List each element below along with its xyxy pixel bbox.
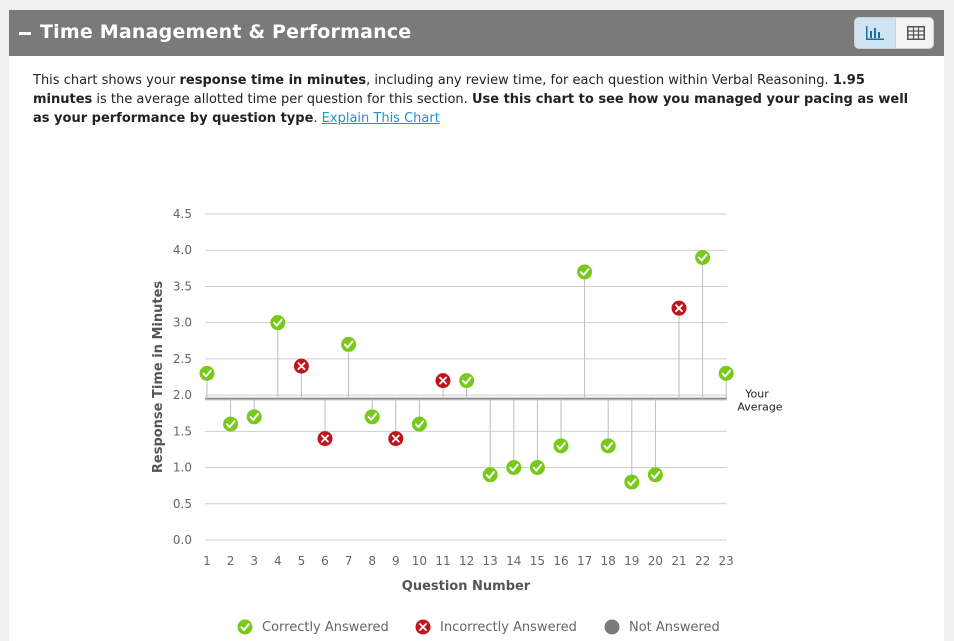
data-point-q18[interactable]	[600, 438, 616, 454]
data-point-q6[interactable]	[317, 431, 333, 447]
x-tick-label: 17	[577, 554, 592, 568]
y-tick-label: 1.0	[173, 461, 192, 475]
legend-label: Incorrectly Answered	[440, 619, 577, 635]
x-tick-label: 21	[671, 554, 686, 568]
data-point-q8[interactable]	[364, 409, 380, 425]
data-point-q11[interactable]	[435, 373, 451, 389]
x-tick-label: 7	[345, 554, 353, 568]
x-tick-label: 3	[250, 554, 258, 568]
y-tick-label: 3.5	[173, 279, 192, 293]
data-point-q23[interactable]	[718, 365, 734, 381]
data-point-q2[interactable]	[223, 416, 239, 432]
chart-description: This chart shows your response time in m…	[33, 71, 923, 128]
x-tick-label: 14	[506, 554, 521, 568]
explain-chart-link[interactable]: Explain This Chart	[321, 111, 440, 126]
data-point-q10[interactable]	[411, 416, 427, 432]
data-point-q19[interactable]	[624, 474, 640, 490]
data-point-q4[interactable]	[270, 315, 286, 331]
x-tick-label: 5	[298, 554, 306, 568]
y-axis-title: Response Time in Minutes	[151, 281, 166, 474]
data-point-q17[interactable]	[577, 264, 593, 280]
data-point-q7[interactable]	[341, 336, 357, 352]
data-point-q16[interactable]	[553, 438, 569, 454]
data-point-q9[interactable]	[388, 431, 404, 447]
x-tick-label: 13	[483, 554, 498, 568]
data-point-q1[interactable]	[199, 365, 215, 381]
y-tick-label: 3.0	[173, 316, 192, 330]
x-tick-label: 2	[227, 554, 235, 568]
x-tick-label: 9	[392, 554, 400, 568]
data-point-q14[interactable]	[506, 460, 522, 476]
y-tick-label: 0.0	[173, 533, 192, 547]
legend-label: Not Answered	[629, 619, 720, 635]
x-tick-label: 20	[648, 554, 663, 568]
average-label: Your	[744, 388, 769, 401]
x-tick-label: 23	[719, 554, 734, 568]
legend-label: Correctly Answered	[262, 619, 389, 635]
y-tick-label: 1.5	[173, 424, 192, 438]
panel-header: Time Management & Performance	[9, 10, 944, 56]
chart-view-button[interactable]	[855, 18, 895, 48]
x-tick-label: 4	[274, 554, 282, 568]
x-tick-label: 12	[459, 554, 474, 568]
table-view-button[interactable]	[895, 18, 933, 48]
y-tick-label: 2.0	[173, 388, 192, 402]
data-point-q12[interactable]	[459, 373, 475, 389]
data-point-q21[interactable]	[671, 300, 687, 316]
correct-icon	[237, 619, 253, 635]
x-axis-title: Question Number	[402, 579, 531, 594]
description-text: , including any review time, for each qu…	[366, 73, 833, 88]
view-toggle	[854, 17, 934, 49]
description-text: This chart shows your	[33, 73, 180, 88]
data-point-q3[interactable]	[246, 409, 262, 425]
legend-item-correct: Correctly Answered	[236, 618, 389, 636]
y-tick-label: 4.0	[173, 243, 192, 257]
description-bold-text: Use this chart to see how you managed yo…	[33, 92, 909, 126]
average-label: Average	[737, 401, 782, 414]
incorrect-icon	[415, 619, 431, 635]
x-tick-label: 6	[321, 554, 329, 568]
table-grid-icon	[907, 26, 925, 40]
description-text: is the average allotted time per questio…	[92, 92, 472, 107]
data-point-q22[interactable]	[695, 249, 711, 265]
x-tick-label: 15	[530, 554, 545, 568]
data-point-q15[interactable]	[529, 460, 545, 476]
response-time-chart: 0.0 0.5 1.0 1.5 2.0 2.5 3.0 3.5 4.0 4.5 YourAverag…	[151, 207, 783, 594]
x-tick-label: 19	[624, 554, 639, 568]
x-tick-label: 10	[412, 554, 427, 568]
x-tick-label: 22	[695, 554, 710, 568]
legend-item-not-answered: Not Answered	[603, 618, 720, 636]
description-bold-text: response time in minutes	[179, 73, 367, 88]
data-point-q20[interactable]	[647, 467, 663, 483]
x-tick-label: 11	[435, 554, 450, 568]
data-point-q13[interactable]	[482, 467, 498, 483]
data-point-q5[interactable]	[293, 358, 309, 374]
y-tick-label: 2.5	[173, 352, 192, 366]
time-management-panel: Time Management & Performance	[9, 10, 944, 641]
chart-legend: Correctly Answered Incorrectly Answered No…	[9, 618, 944, 640]
y-tick-label: 4.5	[173, 207, 192, 221]
x-tick-label: 18	[601, 554, 616, 568]
x-tick-label: 16	[553, 554, 568, 568]
x-tick-label: 1	[203, 554, 211, 568]
collapse-icon[interactable]	[19, 32, 31, 35]
x-tick-label: 8	[368, 554, 376, 568]
description-text: .	[313, 111, 322, 126]
y-tick-label: 0.5	[173, 497, 192, 511]
panel-title: Time Management & Performance	[40, 21, 412, 43]
not-answered-icon	[604, 619, 620, 635]
average-allotted-time: 1.95 minutes	[33, 73, 865, 107]
bar-chart-icon	[866, 26, 884, 40]
legend-item-incorrect: Incorrectly Answered	[414, 618, 577, 636]
